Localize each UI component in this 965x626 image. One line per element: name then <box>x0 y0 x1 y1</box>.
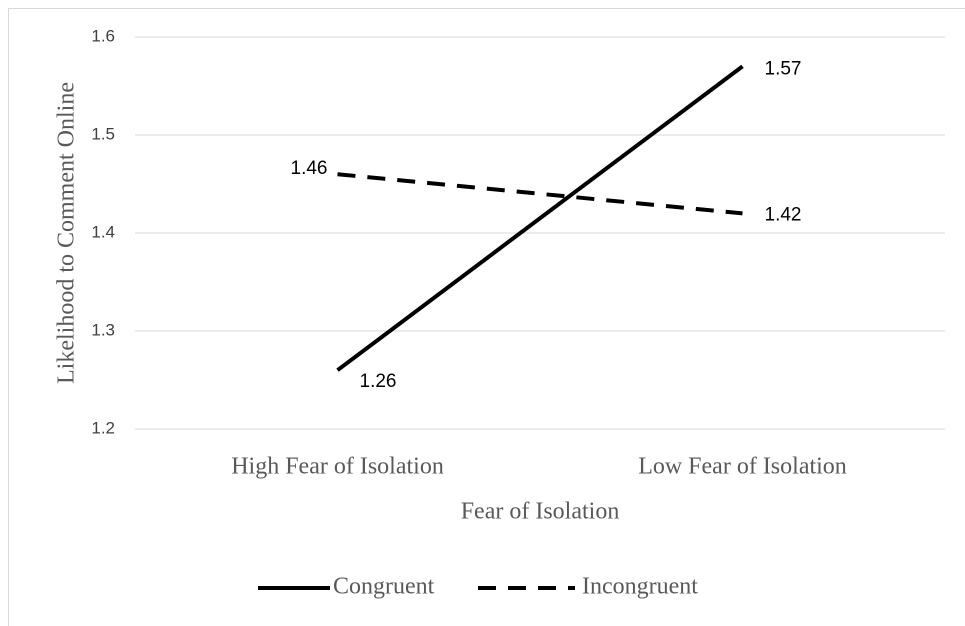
y-axis-title: Likelihood to Comment Online <box>54 82 80 384</box>
chart-border <box>8 8 965 626</box>
y-tick-label: 1.5 <box>91 124 115 143</box>
y-tick-label: 1.6 <box>91 26 115 45</box>
x-tick-label: Low Fear of Isolation <box>638 454 847 480</box>
legend-label: Congruent <box>333 574 435 600</box>
data-label: 1.57 <box>765 58 802 79</box>
data-label: 1.42 <box>765 204 802 225</box>
y-tick-label: 1.2 <box>91 418 115 437</box>
x-tick-label: High Fear of Isolation <box>231 454 444 480</box>
legend-label: Incongruent <box>582 574 698 600</box>
y-tick-label: 1.4 <box>91 222 115 241</box>
data-label: 1.46 <box>291 158 328 179</box>
data-label: 1.26 <box>360 371 397 392</box>
series-line <box>336 64 744 372</box>
y-tick-label: 1.3 <box>91 320 115 339</box>
series-line <box>337 172 743 216</box>
x-axis-title: Fear of Isolation <box>461 499 620 525</box>
